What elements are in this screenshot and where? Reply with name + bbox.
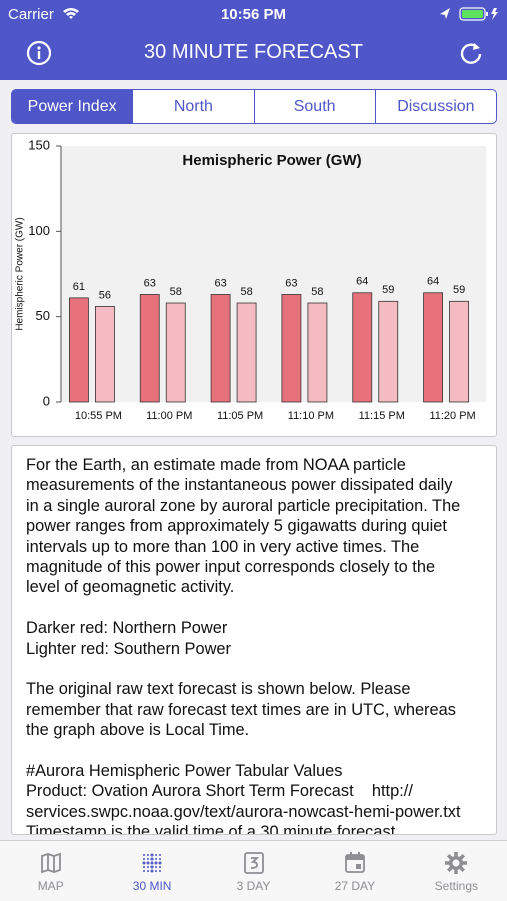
text-line: Product: Ovation Aurora Short Term Forec…: [26, 782, 413, 801]
text-line: level of geomagnetic activity.: [26, 578, 235, 597]
tab[interactable]: 3 DAY: [203, 841, 304, 901]
segmented-control: Power Index North South Discussion: [11, 89, 497, 124]
value-label: 59: [382, 284, 394, 296]
x-tick-label: 11:20 PM: [429, 410, 475, 422]
value-label: 59: [453, 284, 465, 296]
paragraph: #Aurora Hemispheric Power Tabular Values…: [26, 761, 496, 835]
value-label: 63: [144, 277, 156, 289]
tab-icon: [243, 852, 264, 874]
segment[interactable]: South: [253, 90, 375, 123]
text-line: in a single auroral zone by auroral part…: [26, 496, 461, 515]
text-line: intervals up to more than 100 in very ac…: [26, 537, 420, 556]
text-line: the graph above is Local Time.: [26, 721, 250, 740]
status-icons: [440, 7, 498, 21]
text-line: services.swpc.noaa.gov/text/aurora-nowca…: [26, 802, 461, 821]
paragraph: The original raw text forecast is shown …: [26, 679, 496, 740]
chart-panel: Hemispheric Power (GW) Hemispheric Power…: [11, 133, 497, 437]
tab[interactable]: MAP: [0, 841, 101, 901]
y-tick-label: 150: [28, 137, 50, 152]
carrier: Carrier: [8, 6, 54, 23]
bar: [236, 302, 257, 403]
bar: [95, 306, 115, 403]
y-tick-label: 100: [28, 223, 50, 238]
bar: [449, 300, 469, 403]
chart: Hemispheric Power (GW) Hemispheric Power…: [15, 137, 486, 422]
x-tick-label: 11:15 PM: [359, 410, 405, 422]
description: For the Earth, an estimate made from NOA…: [11, 445, 497, 835]
x-tick-label: 11:05 PM: [217, 410, 263, 422]
bar: [69, 297, 89, 403]
bar: [378, 300, 399, 403]
tab-icon: [445, 852, 468, 874]
wifi-icon: [63, 8, 79, 19]
segment[interactable]: North: [132, 90, 253, 123]
value-label: 64: [356, 276, 368, 288]
value-label: 58: [311, 286, 323, 298]
value-label: 63: [214, 277, 226, 289]
text-line: Timestamp is the valid time of a 30 minu…: [26, 823, 396, 835]
value-label: 64: [427, 276, 439, 288]
y-tick-label: 50: [36, 308, 50, 323]
tab-icon: [40, 852, 61, 874]
y-tick-label: 0: [43, 393, 50, 408]
tab[interactable]: Settings: [406, 841, 507, 901]
value-label: 61: [73, 281, 85, 293]
tab-label: 30 MIN: [132, 879, 172, 893]
paragraph: For the Earth, an estimate made from NOA…: [26, 455, 496, 598]
bar: [165, 302, 186, 403]
bar: [352, 292, 373, 403]
tab[interactable]: 27 DAY: [304, 841, 405, 901]
text-line: remember that raw forecast text times ar…: [26, 700, 456, 719]
chart-title: Hemispheric Power (GW): [182, 152, 361, 169]
bar: [210, 294, 231, 403]
header: Carrier 10:56 PM 30 MINUTE FORECAST: [0, 0, 507, 80]
x-tick-label: 10:55 PM: [75, 410, 122, 422]
bar: [423, 292, 443, 403]
value-label: 58: [170, 286, 182, 298]
tab-icon: [142, 853, 162, 873]
y-axis-label: Hemispheric Power (GW): [15, 217, 26, 330]
text-line: magnitude of this power input correspond…: [26, 557, 436, 576]
text-line: power ranges from approximately 5 gigawa…: [26, 517, 447, 536]
tab-icon: [345, 852, 365, 873]
clock: 10:56 PM: [220, 6, 287, 23]
tab-bar: MAP 30 MIN 3 DAY 27 DAY Settings: [0, 840, 507, 901]
text-line: #Aurora Hemispheric Power Tabular Values: [26, 761, 343, 780]
plot-area: [61, 146, 486, 402]
info-button[interactable]: [26, 40, 52, 66]
refresh-button[interactable]: [457, 39, 485, 67]
tab[interactable]: 30 MIN: [101, 841, 202, 901]
bar: [281, 294, 302, 403]
segment[interactable]: Power Index: [12, 90, 133, 123]
text-line: Lighter red: Southern Power: [26, 639, 232, 658]
value-label: 58: [240, 286, 252, 298]
paragraph: Darker red: Northern Power Lighter red: S…: [26, 618, 496, 659]
x-tick-label: 11:10 PM: [288, 410, 334, 422]
value-label: 56: [99, 289, 111, 301]
text-line: The original raw text forecast is shown …: [26, 680, 411, 699]
text-line: measurements of the instantaneous power …: [26, 476, 453, 495]
tab-label: 27 DAY: [334, 879, 376, 893]
text-line: Darker red: Northern Power: [26, 619, 228, 638]
tab-label: 3 DAY: [236, 879, 271, 893]
value-label: 63: [285, 277, 297, 289]
bar: [139, 294, 160, 403]
bar: [307, 302, 328, 403]
segment[interactable]: Discussion: [374, 90, 496, 123]
screen-title: 30 MINUTE FORECAST: [144, 41, 363, 63]
tab-label: Settings: [434, 879, 478, 893]
x-tick-label: 11:00 PM: [146, 410, 192, 422]
text-line: For the Earth, an estimate made from NOA…: [26, 456, 406, 474]
tab-label: MAP: [37, 879, 64, 893]
